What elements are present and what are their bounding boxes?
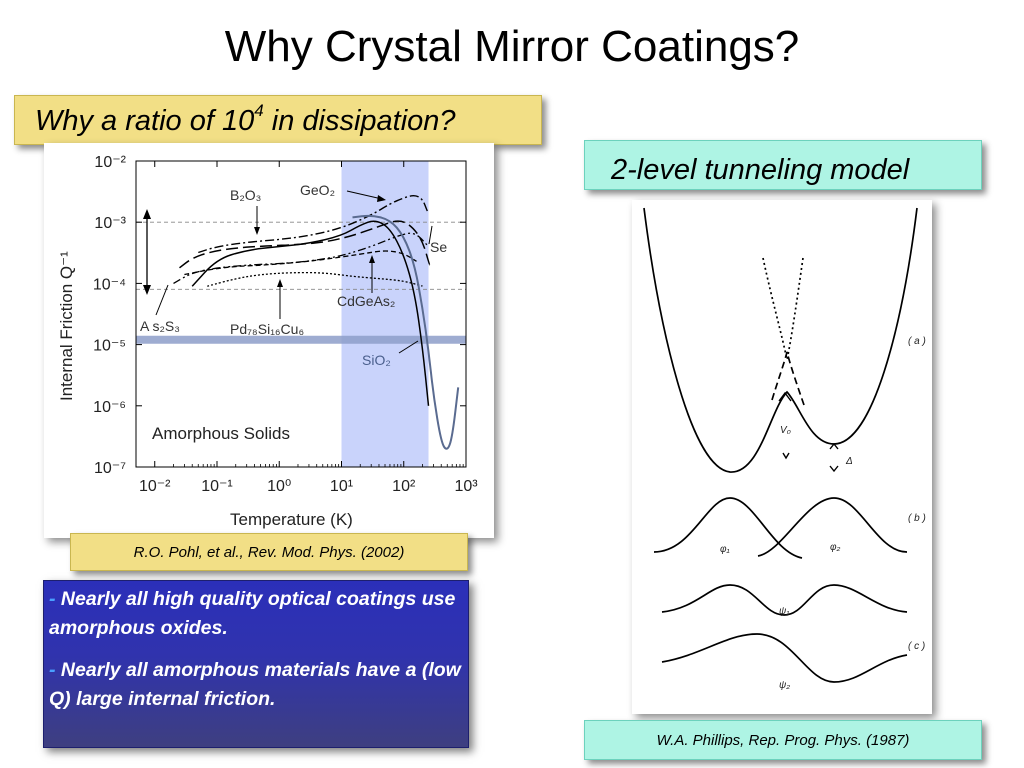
panel-label-c: ( c ) xyxy=(908,641,925,652)
right-well-extension xyxy=(786,257,804,361)
bullet-dash: - xyxy=(49,659,56,681)
right-figure-caption: W.A. Phillips, Rep. Prog. Phys. (1987) xyxy=(584,720,982,760)
phi2-curve xyxy=(757,497,908,557)
x-tick-label: 10³ xyxy=(454,478,478,495)
label-se: Se xyxy=(430,239,447,255)
psi2-curve xyxy=(661,633,908,683)
internal-friction-figure: 10⁻² 10⁻¹ 10⁰ 10¹ 10² 10³ 10⁻⁷ 10⁻⁶ 10⁻⁵ 10⁻⁴ 10⁻³… xyxy=(44,143,494,538)
y-tick-label: 10⁻⁵ xyxy=(93,338,126,355)
y-tick-label: 10⁻² xyxy=(94,154,126,171)
series-line-5 xyxy=(184,250,417,276)
panel-label-a: ( a ) xyxy=(908,336,926,347)
phi1-curve xyxy=(653,497,803,559)
tunneling-diagram: V₀ Δ φ₁ φ₂ ψ₁ ψ₂ ( a ) ( b ) ( c ) xyxy=(643,207,926,691)
y-tick-label: 10⁻⁴ xyxy=(93,276,126,293)
question-superscript: 4 xyxy=(254,101,264,120)
psi2-symbol: ψ₂ xyxy=(779,680,790,691)
label-as2s3: A s₂S₃ xyxy=(140,318,180,334)
y-tick-label: 10⁻⁷ xyxy=(94,460,126,477)
sio2-noise-band xyxy=(136,335,466,344)
x-axis-label: Temperature (K) xyxy=(230,510,353,529)
bullet-text: Nearly all amorphous materials have a (l… xyxy=(49,659,461,710)
double-well-potential xyxy=(643,207,918,473)
psi1-symbol: ψ₁ xyxy=(779,606,789,617)
ratio-arrow-down-head xyxy=(143,285,151,295)
label-cdgeas2: CdGeAs₂ xyxy=(337,293,395,309)
plot-frame xyxy=(135,160,467,468)
bullet-dash: - xyxy=(49,588,56,610)
series-line-2 xyxy=(198,194,429,254)
label-geo2-pointer xyxy=(346,190,383,200)
bullet-text: Nearly all high quality optical coatings… xyxy=(49,588,456,639)
model-callout: 2-level tunneling model xyxy=(584,140,982,190)
question-text: Why a ratio of 10 xyxy=(35,105,255,137)
left-well-extension xyxy=(762,257,788,361)
question-text-after: in dissipation? xyxy=(263,105,456,137)
bullet-item-1: - Nearly all high quality optical coatin… xyxy=(49,585,464,643)
delta-symbol: Δ xyxy=(845,456,853,467)
label-b2o3: B₂O₃ xyxy=(230,187,261,203)
x-tick-label: 10² xyxy=(392,478,416,495)
y-tick-label: 10⁻⁶ xyxy=(93,399,126,416)
panel-label-b: ( b ) xyxy=(908,513,926,524)
question-callout: Why a ratio of 104 in dissipation? xyxy=(14,95,542,145)
label-pdsicu: Pd₇₈Si₁₆Cu₆ xyxy=(230,321,304,337)
x-tick-label: 10⁰ xyxy=(267,478,291,495)
phi2-symbol: φ₂ xyxy=(830,542,841,553)
label-geo2: GeO₂ xyxy=(300,182,335,198)
tunneling-model-figure: V₀ Δ φ₁ φ₂ ψ₁ ψ₂ ( a ) ( b ) ( c ) xyxy=(632,200,932,714)
chart-title: Amorphous Solids xyxy=(152,424,290,443)
x-tick-label: 10⁻² xyxy=(139,478,171,495)
series-line-1 xyxy=(179,220,431,269)
psi1-curve xyxy=(661,584,908,616)
highlight-band xyxy=(341,161,429,467)
series-line-3 xyxy=(191,220,430,406)
left-figure-caption: R.O. Pohl, et al., Rev. Mod. Phys. (2002… xyxy=(70,533,468,571)
bullet-item-2: - Nearly all amorphous materials have a … xyxy=(49,656,464,714)
series-line-6 xyxy=(207,271,424,287)
phi1-symbol: φ₁ xyxy=(720,544,730,555)
ratio-arrow-up-head xyxy=(143,209,151,219)
x-tick-label: 10¹ xyxy=(330,478,353,495)
y-axis-label: Internal Friction Q⁻¹ xyxy=(57,251,76,401)
slide-title: Why Crystal Mirror Coatings? xyxy=(224,22,800,71)
label-sio2: SiO₂ xyxy=(362,352,391,368)
internal-friction-chart: 10⁻² 10⁻¹ 10⁰ 10¹ 10² 10³ 10⁻⁷ 10⁻⁶ 10⁻⁵ 10⁻⁴ 10⁻³… xyxy=(57,154,478,529)
series-line-7 xyxy=(352,214,460,450)
v0-symbol: V₀ xyxy=(780,425,791,436)
x-tick-label: 10⁻¹ xyxy=(201,478,233,495)
bullet-box: - Nearly all high quality optical coatin… xyxy=(43,580,469,748)
y-tick-label: 10⁻³ xyxy=(94,215,126,232)
barrier-crossing xyxy=(771,351,805,406)
